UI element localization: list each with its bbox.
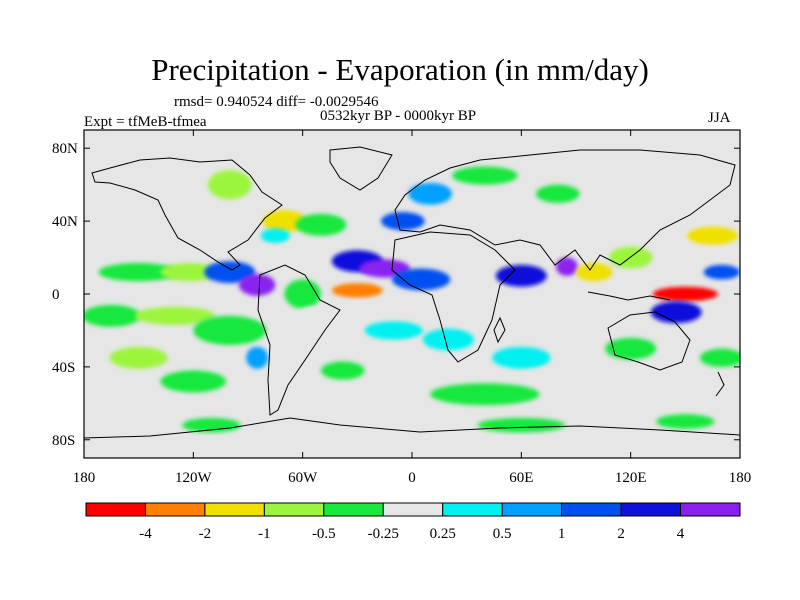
field-region-9 [246,346,269,369]
season-label: JJA [708,110,731,126]
field-region-8 [160,370,227,393]
y-axis: 80N 40N 0 40S 80S [52,141,740,449]
colorbar-swatch [620,502,682,517]
y-tick-label: 40N [52,214,78,230]
colorbar-swatch [204,502,265,517]
field-region-32 [650,301,702,324]
field-region-19 [364,321,423,340]
field-region-24 [408,182,453,205]
period-label: 0532kyr BP - 0000kyr BP [320,108,477,124]
field-region-15 [359,259,411,278]
colorbar-label: -0.5 [312,526,336,542]
field-region-20 [422,328,474,351]
x-tick-label: 60W [288,470,318,486]
field-region-22 [391,268,451,291]
colorbar-swatch [382,502,444,517]
coastline-australia [607,311,691,371]
colorbar-label: -1 [258,526,271,542]
y-tick-label: 80N [52,141,78,157]
colorbar: -4 -2 -1 -0.5 -0.25 0.25 0.5 1 2 4 [85,502,741,542]
colorbar-label: 4 [677,526,685,542]
field-region-35 [492,346,551,369]
field-region-0 [98,263,179,282]
coastline-eurasia [394,149,736,271]
coastline-madagascar [493,316,506,344]
field-region-1 [160,263,219,282]
colorbar-swatch [263,502,325,517]
y-tick-label: 0 [52,287,60,303]
field-region-28 [555,257,578,276]
field-region-36 [605,337,657,360]
x-axis: 180 120W 60W 0 60E 120E 180 [73,130,752,486]
colorbar-label: -0.25 [368,526,399,542]
x-tick-label: 0 [408,470,416,486]
field-region-29 [576,263,613,282]
field-region-17 [284,279,321,309]
field-region-40 [656,414,715,429]
field-region-11 [262,210,307,233]
x-tick-label: 120E [615,470,647,486]
field-region-31 [652,286,719,302]
field-region-34 [703,264,740,280]
field-region-21 [430,383,540,406]
colorbar-swatch [323,502,384,517]
field-region-23 [381,212,425,231]
field-region-12 [260,228,290,243]
coastline-north-america [91,157,283,271]
stats-label: rmsd= 0.940524 diff= -0.0029546 [174,94,379,110]
colorbar-label: -2 [199,526,212,542]
field-region-7 [109,346,168,369]
field-region-18 [293,306,330,336]
colorbar-swatch [442,502,503,517]
field-region-41 [320,361,365,380]
field-region-4 [84,304,141,327]
colorbar-label: 2 [617,526,625,542]
field-region-10 [207,170,252,200]
x-tick-label: 120W [175,470,213,486]
y-tick-label: 80S [52,433,75,449]
colorbar-label: 0.5 [493,526,512,542]
field-region-13 [295,213,347,236]
field-region-26 [535,184,580,203]
x-tick-label: 180 [73,470,96,486]
field-region-2 [204,261,256,284]
coastline-antarctica [84,417,740,439]
colorbar-swatch [680,502,741,517]
field-region-5 [135,306,216,325]
x-tick-label: 60E [509,470,533,486]
map-plot-area [84,130,740,458]
colorbar-label: 0.25 [430,526,456,542]
colorbar-swatch [501,502,563,517]
colorbar-swatch [561,502,622,517]
y-tick-label: 40S [52,360,75,376]
coastlines [84,146,740,439]
coastline-south-america [257,264,341,416]
field-region-27 [495,264,547,287]
coastline-africa [391,231,516,363]
experiment-label: Expt = tfMeB-tfmea [84,114,207,130]
x-tick-label: 180 [729,470,752,486]
chart-title: Precipitation - Evaporation (in mm/day) [151,52,649,87]
colorbar-label: -4 [139,526,152,542]
coastline-new-zealand [715,371,725,397]
field-region-33 [687,226,739,245]
coastline-greenland [329,146,393,191]
colorbar-swatch [144,502,206,517]
field-region-37 [699,348,740,367]
field-region-16 [331,283,383,298]
field-region-39 [477,417,566,433]
coastline-indonesia [587,291,671,301]
colorbar-swatch [85,502,146,517]
colorbar-label: 1 [558,526,566,542]
field-region-6 [193,315,267,346]
field-region-3 [238,273,276,296]
field-region-25 [452,166,518,185]
